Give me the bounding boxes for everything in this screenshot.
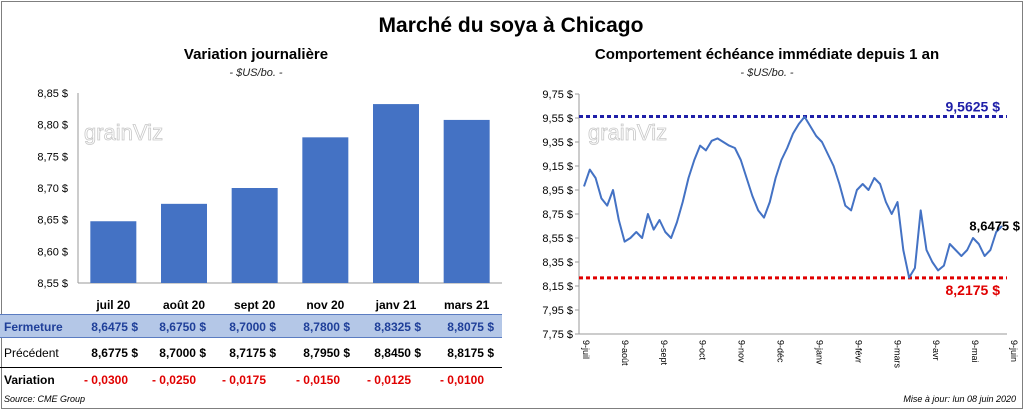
previous-cell: 8,7000 $ <box>159 346 206 360</box>
x-tick-label: 9-janv <box>814 340 824 365</box>
y-tick-label: 9,75 $ <box>542 89 573 101</box>
change-cell: - 0,0125 <box>366 373 411 387</box>
y-tick-label: 8,55 $ <box>37 278 68 290</box>
close-cell: 8,8075 $ <box>447 320 494 334</box>
close-cell: 8,6750 $ <box>159 320 206 334</box>
x-tick-label: 9-déc <box>776 340 786 363</box>
bar <box>373 104 419 283</box>
y-tick-label: 8,55 $ <box>542 233 573 245</box>
bar <box>231 188 278 283</box>
change-cell: - 0,0300 <box>83 373 128 387</box>
y-tick-label: 8,95 $ <box>542 185 573 197</box>
x-tick-label: 9-févr <box>853 340 863 363</box>
right-chart-subtitle: - $US/bo. - <box>740 67 794 79</box>
bar <box>90 221 137 283</box>
change-cell: - 0,0150 <box>295 373 340 387</box>
close-cell: 8,6475 $ <box>91 320 138 334</box>
y-tick-label: 7,95 $ <box>542 305 573 317</box>
source-note: Source: CME Group <box>4 394 86 404</box>
x-tick-label: 9-nov <box>737 340 747 363</box>
change-cell: - 0,0100 <box>439 373 484 387</box>
change-cell: - 0,0250 <box>151 373 196 387</box>
x-category-label: nov 20 <box>306 298 344 312</box>
x-tick-label: 9-mai <box>970 340 980 363</box>
y-tick-label: 8,65 $ <box>37 215 68 227</box>
x-tick-label: 9-sept <box>659 340 669 366</box>
x-tick-label: 9-oct <box>698 340 708 361</box>
change-row-label: Variation <box>4 373 55 387</box>
watermark-logo: grainViz <box>84 120 163 145</box>
left-chart-title: Variation journalière <box>183 46 329 63</box>
close-row-label: Fermeture <box>4 320 63 334</box>
y-tick-label: 8,75 $ <box>37 151 68 163</box>
close-cell: 8,7000 $ <box>229 320 276 334</box>
right-chart-title: Comportement échéance immédiate depuis 1… <box>594 46 940 63</box>
y-tick-label: 9,55 $ <box>542 113 573 125</box>
last-value-label: 8,6475 $ <box>969 218 1020 233</box>
y-tick-label: 8,60 $ <box>37 246 68 258</box>
x-category-label: sept 20 <box>234 298 276 312</box>
previous-cell: 8,8450 $ <box>374 346 421 360</box>
x-tick-label: 9-avr <box>931 340 941 361</box>
close-cell: 8,7800 $ <box>303 320 350 334</box>
low-value-label: 8,2175 $ <box>946 282 1001 298</box>
x-tick-label: 9-juil <box>581 340 591 359</box>
y-tick-label: 8,70 $ <box>37 183 68 195</box>
x-category-label: janv 21 <box>375 298 417 312</box>
front-month-line-chart: 7,75 $ 7,95 $ 8,15 $ 8,35 $ 8,55 $ 8,75 $ 8,95… <box>542 89 1020 369</box>
bar <box>443 119 490 284</box>
previous-cell: 8,7950 $ <box>303 346 350 360</box>
main-title: Marché du soya à Chicago <box>378 14 644 37</box>
watermark-logo: grainViz <box>588 120 667 145</box>
y-tick-label: 8,85 $ <box>37 88 68 100</box>
x-category-label: mars 21 <box>444 298 490 312</box>
update-note: Mise à jour: lun 08 juin 2020 <box>903 394 1016 404</box>
x-tick-label: 9-mars <box>892 340 902 369</box>
left-chart-subtitle: - $US/bo. - <box>229 67 283 79</box>
y-tick-label: 8,35 $ <box>542 257 573 269</box>
close-row: Fermeture 8,6475 $ 8,6750 $ 8,7000 $ 8,7… <box>0 314 502 338</box>
close-cell: 8,8325 $ <box>374 320 421 334</box>
y-tick-label: 9,35 $ <box>542 137 573 149</box>
y-tick-label: 8,80 $ <box>37 120 68 132</box>
daily-variation-bar-chart: 8,55 $ 8,60 $ 8,65 $ 8,70 $ 8,75 $ 8,80 $ 8,85… <box>37 88 502 312</box>
change-cell: - 0,0175 <box>221 373 266 387</box>
x-category-label: juil 20 <box>95 298 130 312</box>
previous-row: Précédent 8,6775 $ 8,7000 $ 8,7175 $ 8,7… <box>0 341 502 365</box>
y-tick-label: 7,75 $ <box>542 329 573 341</box>
price-series-line <box>583 115 1003 279</box>
y-tick-label: 8,15 $ <box>542 281 573 293</box>
y-tick-label: 9,15 $ <box>542 161 573 173</box>
x-tick-label: 9-août <box>620 340 630 366</box>
previous-cell: 8,6775 $ <box>91 346 138 360</box>
x-category-label: août 20 <box>163 298 205 312</box>
high-value-label: 9,5625 $ <box>946 99 1001 115</box>
x-tick-label: 9-juin <box>1009 340 1019 362</box>
change-row: Variation - 0,0300 - 0,0250 - 0,0175 - 0… <box>0 367 502 391</box>
previous-cell: 8,8175 $ <box>447 346 494 360</box>
bar <box>302 137 349 283</box>
previous-cell: 8,7175 $ <box>229 346 276 360</box>
bar <box>161 203 207 283</box>
previous-row-label: Précédent <box>4 346 59 360</box>
y-tick-label: 8,75 $ <box>542 209 573 221</box>
